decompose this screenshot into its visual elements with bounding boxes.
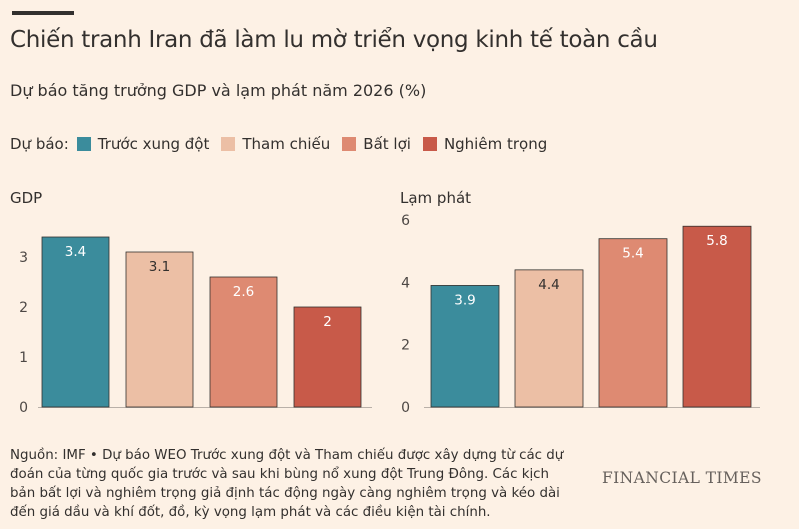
legend-item-label: Bất lợi bbox=[363, 135, 411, 153]
chart-subtitle: Dự báo tăng trưởng GDP và lạm phát năm 2… bbox=[10, 81, 427, 100]
chart-title: Chiến tranh Iran đã làm lu mờ triển vọng… bbox=[10, 27, 658, 53]
ft-logo: FINANCIAL TIMES bbox=[602, 469, 762, 487]
bar bbox=[598, 238, 668, 408]
source-note: Nguồn: IMF • Dự báo WEO Trước xung đột v… bbox=[10, 448, 564, 520]
bar bbox=[682, 225, 752, 408]
y-tick-label: 6 bbox=[401, 213, 410, 229]
y-tick-label: 4 bbox=[401, 275, 410, 291]
bar-value-label: 3.9 bbox=[454, 292, 475, 308]
bar-value-label: 5.8 bbox=[706, 233, 727, 249]
legend-item: Nghiêm trọng bbox=[422, 135, 548, 153]
bar bbox=[209, 276, 278, 408]
legend-item: Trước xung đột bbox=[76, 135, 210, 153]
y-tick-label: 3 bbox=[19, 250, 28, 266]
legend-item-label: Trước xung đột bbox=[97, 135, 210, 153]
legend-swatch bbox=[422, 137, 437, 151]
legend-item-label: Tham chiếu bbox=[242, 135, 331, 153]
bar-value-label: 3.4 bbox=[65, 244, 86, 260]
y-tick-label: 2 bbox=[401, 338, 410, 354]
y-tick-label: 0 bbox=[401, 400, 410, 416]
panel-title: GDP bbox=[10, 189, 42, 207]
legend-swatch bbox=[221, 137, 236, 151]
top-accent-bar bbox=[12, 11, 74, 15]
bar bbox=[514, 269, 584, 408]
legend-swatch bbox=[76, 137, 91, 151]
panel-title: Lạm phát bbox=[400, 189, 471, 207]
bar bbox=[430, 285, 500, 408]
bar bbox=[293, 306, 362, 408]
bar-value-label: 4.4 bbox=[538, 277, 559, 293]
bar-value-label: 2 bbox=[323, 314, 332, 330]
charts-area: GDP 0 1 2 3 3.4 3.1 2.6 2 Lạm phát 0 2 4 6 3.9 4.4 5.4 5.… bbox=[10, 189, 760, 416]
legend-item: Tham chiếu bbox=[221, 135, 330, 153]
bar-value-label: 2.6 bbox=[233, 284, 254, 300]
legend-swatch bbox=[342, 137, 357, 151]
legend-label: Dự báo: bbox=[10, 135, 69, 153]
legend-item-label: Nghiêm trọng bbox=[443, 135, 548, 153]
y-tick-label: 1 bbox=[19, 350, 28, 366]
bar-value-label: 5.4 bbox=[622, 246, 643, 262]
legend-item: Bất lợi bbox=[342, 135, 411, 153]
bar bbox=[125, 251, 194, 408]
bar bbox=[41, 236, 110, 408]
legend: Dự báo: Trước xung đột Tham chiếu Bất lợ… bbox=[10, 135, 559, 153]
y-tick-label: 2 bbox=[19, 300, 28, 316]
y-tick-label: 0 bbox=[19, 400, 28, 416]
bar-value-label: 3.1 bbox=[149, 259, 170, 275]
